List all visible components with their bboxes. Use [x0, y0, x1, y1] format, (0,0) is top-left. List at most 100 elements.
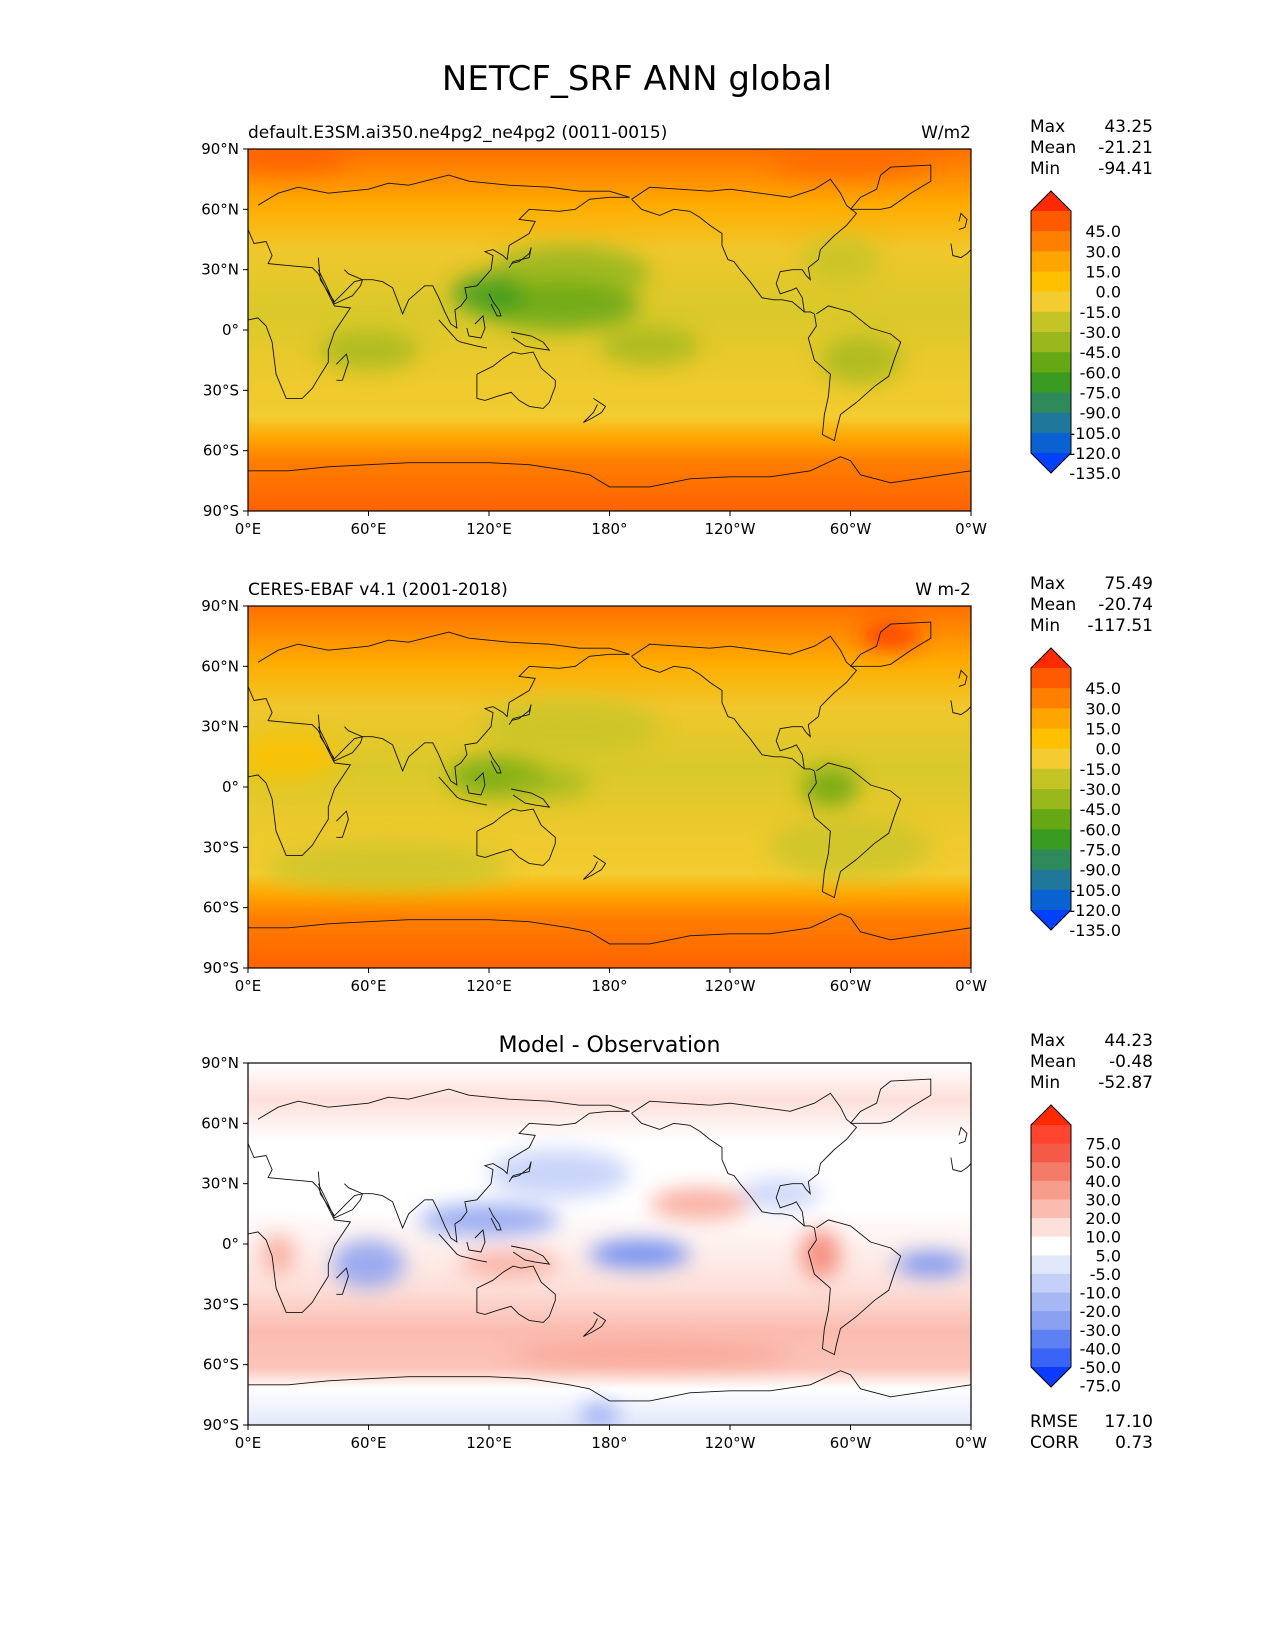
colorbar-segment — [1031, 1348, 1071, 1368]
coastline — [488, 293, 502, 317]
colorbar-label: 0.0 — [1096, 740, 1121, 759]
coastline — [336, 1267, 349, 1295]
lat-tick-label: 0° — [222, 321, 239, 339]
lat-tick-label: 60°N — [201, 1114, 239, 1132]
coastline — [958, 1126, 968, 1144]
field-anomaly — [248, 732, 339, 781]
colorbar-extend-min — [1031, 1367, 1071, 1387]
lon-tick-label: 180° — [591, 520, 627, 538]
colorbar-label: 30.0 — [1085, 242, 1121, 261]
coastline — [850, 1078, 932, 1124]
coastline — [476, 351, 556, 409]
field-anomaly — [268, 843, 510, 892]
coastline — [508, 704, 532, 725]
coastline — [336, 810, 349, 838]
field-anomaly — [489, 1149, 630, 1198]
stat-max-value: 44.23 — [1104, 1031, 1153, 1051]
colorbar-segment — [1031, 412, 1071, 434]
stat-label: Min — [1030, 159, 1060, 179]
coastline — [631, 655, 805, 770]
stat-mean-value: -0.48 — [1109, 1052, 1153, 1072]
lat-tick-label: 90°S — [203, 502, 239, 520]
stat-label: Max — [1030, 1031, 1065, 1051]
colorbar-segment — [1031, 1273, 1071, 1294]
colorbar-label: 15.0 — [1085, 263, 1121, 282]
coastline — [476, 1265, 556, 1323]
lon-tick-label: 0°W — [955, 520, 987, 538]
coastline — [958, 669, 968, 687]
coastline — [317, 269, 364, 305]
stat-max-value: 75.49 — [1104, 574, 1153, 594]
coastline — [248, 229, 352, 399]
coastline — [807, 305, 902, 442]
stat-min-value: -117.51 — [1087, 616, 1153, 636]
colorbar-label: -5.0 — [1090, 1265, 1121, 1284]
coastlines — [248, 1078, 971, 1402]
colorbar-label: 45.0 — [1085, 679, 1121, 698]
colorbar-segment — [1031, 1329, 1071, 1349]
colorbar-label: -135.0 — [1069, 464, 1121, 483]
coastline — [257, 1088, 630, 1120]
colorbar-outline — [1030, 190, 1072, 474]
lat-tick-label: 30°N — [201, 1175, 239, 1193]
colorbar-segment — [1031, 1236, 1071, 1256]
coastline — [248, 1143, 352, 1313]
lon-tick-label: 60°E — [350, 977, 386, 995]
coastline — [511, 1245, 551, 1265]
colorbar-label: -10.0 — [1080, 1284, 1121, 1303]
colorbar-label: 40.0 — [1085, 1172, 1121, 1191]
panel-obs: 0°E 60°E 120°E 180° 120°W 60°W 0°W 90°N 60°N 30°N… — [201, 574, 1153, 995]
field-anomaly — [820, 336, 901, 385]
coastline — [488, 1207, 502, 1231]
coastline — [631, 198, 805, 313]
panel-units: W/m2 — [921, 123, 971, 143]
coastline — [807, 1219, 902, 1356]
colorbar-label: -75.0 — [1080, 384, 1121, 403]
coastline — [317, 653, 630, 786]
colorbar-segment — [1031, 789, 1071, 810]
lon-tick-label: 120°E — [466, 520, 512, 538]
stat-label: Max — [1030, 574, 1065, 594]
colorbar-segment — [1031, 1180, 1071, 1200]
lat-tick-label: 90°N — [201, 140, 239, 158]
colorbar-segment — [1031, 809, 1071, 830]
stat-label: Min — [1030, 1073, 1060, 1093]
lon-tick-label: 60°W — [830, 1434, 872, 1452]
lon-tick-label: 120°E — [466, 1434, 512, 1452]
field-background — [248, 149, 971, 511]
colorbar-extend-min — [1031, 910, 1071, 930]
coastline — [438, 1233, 488, 1263]
colorbar-label: 20.0 — [1085, 1209, 1121, 1228]
field-anomaly — [800, 1229, 841, 1279]
field-anomaly — [740, 1177, 821, 1210]
colorbar-segment — [1031, 352, 1071, 373]
coastline — [631, 1112, 805, 1227]
field-anomaly — [262, 1233, 295, 1275]
colorbar-label: 45.0 — [1085, 222, 1121, 241]
colorbar-segment — [1031, 372, 1071, 393]
lat-tick-label: 60°S — [203, 442, 239, 460]
colorbar-segment — [1031, 1125, 1071, 1145]
field-anomaly — [509, 1342, 791, 1367]
colorbar-segment — [1031, 829, 1071, 850]
colorbar-label: -20.0 — [1080, 1302, 1121, 1321]
field-anomaly — [589, 1239, 690, 1269]
colorbar-label: -75.0 — [1080, 1377, 1121, 1396]
coastline — [950, 243, 971, 259]
colorbar-label: -15.0 — [1080, 303, 1121, 322]
lon-tick-label: 0°W — [955, 1434, 987, 1452]
colorbar-segment — [1031, 668, 1071, 689]
lat-tick-label: 30°S — [203, 381, 239, 399]
colorbar-segment — [1031, 1292, 1071, 1312]
lon-tick-label: 0°E — [235, 520, 262, 538]
colorbar-segment — [1031, 1218, 1071, 1238]
lat-tick-label: 60°N — [201, 657, 239, 675]
coastline — [248, 686, 352, 856]
coastline — [336, 353, 349, 381]
field-anomaly — [894, 1252, 967, 1277]
colorbar-label: 30.0 — [1085, 699, 1121, 718]
field-anomaly — [649, 1187, 751, 1220]
lat-tick-label: 60°N — [201, 200, 239, 218]
field-anomaly — [248, 149, 349, 172]
colorbar-label: -120.0 — [1069, 901, 1121, 920]
